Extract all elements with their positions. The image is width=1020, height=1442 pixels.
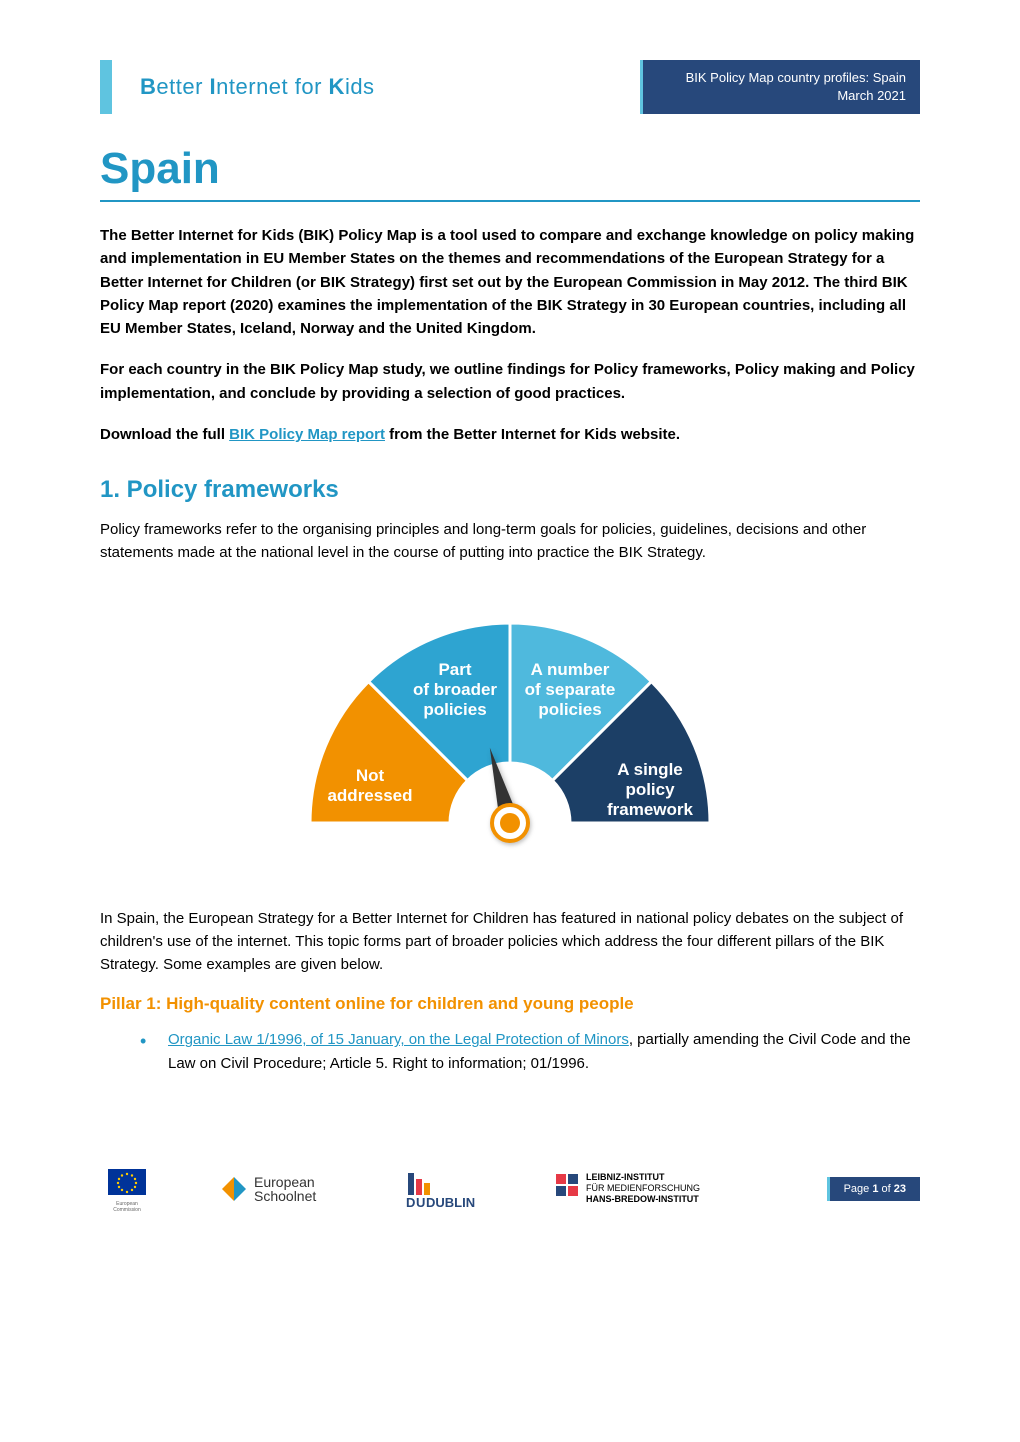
svg-text:policies: policies xyxy=(538,700,601,719)
svg-text:U: U xyxy=(416,1195,425,1209)
brand-text: Better Internet for Kids xyxy=(140,74,375,100)
section-1-heading: 1. Policy frameworks xyxy=(100,476,920,504)
intro-p1: The Better Internet for Kids (BIK) Polic… xyxy=(100,224,920,340)
bik-report-link[interactable]: BIK Policy Map report xyxy=(229,426,385,443)
svg-text:Not: Not xyxy=(356,766,385,785)
page-number: Page 1 of 23 xyxy=(827,1177,920,1201)
svg-text:LEIBNIZ-INSTITUT: LEIBNIZ-INSTITUT xyxy=(586,1172,665,1182)
svg-text:A single: A single xyxy=(617,760,683,779)
intro-block: The Better Internet for Kids (BIK) Polic… xyxy=(100,224,920,446)
svg-text:DUBLIN: DUBLIN xyxy=(426,1195,475,1209)
title-divider xyxy=(100,200,920,202)
svg-text:Part: Part xyxy=(438,660,471,679)
ec-logo: European Commission xyxy=(100,1165,154,1213)
page-header: Better Internet for Kids BIK Policy Map … xyxy=(100,60,920,114)
pillar-1-heading: Pillar 1: High-quality content online fo… xyxy=(100,994,920,1014)
footer-logos: European Commission European Schoolnet D… xyxy=(100,1165,807,1213)
intro-p2: For each country in the BIK Policy Map s… xyxy=(100,358,920,405)
page-footer: European Commission European Schoolnet D… xyxy=(100,1165,920,1213)
section-1-followup: In Spain, the European Strategy for a Be… xyxy=(100,907,920,977)
svg-text:HANS-BREDOW-INSTITUT: HANS-BREDOW-INSTITUT xyxy=(586,1194,699,1204)
svg-text:framework: framework xyxy=(607,800,694,819)
svg-text:of separate: of separate xyxy=(525,680,616,699)
intro-p3: Download the full BIK Policy Map report … xyxy=(100,423,920,446)
svg-text:policy: policy xyxy=(625,780,675,799)
brand-bar: Better Internet for Kids xyxy=(100,60,640,114)
hbi-logo: LEIBNIZ-INSTITUT FÜR MEDIENFORSCHUNG HAN… xyxy=(554,1166,754,1212)
header-meta: BIK Policy Map country profiles: Spain M… xyxy=(640,60,920,114)
pillar-1-item: Organic Law 1/1996, of 15 January, on th… xyxy=(140,1028,920,1075)
pillar-1-list: Organic Law 1/1996, of 15 January, on th… xyxy=(100,1028,920,1075)
svg-text:A number: A number xyxy=(531,660,610,679)
svg-text:Commission: Commission xyxy=(113,1207,141,1213)
section-1-intro: Policy frameworks refer to the organisin… xyxy=(100,518,920,565)
svg-text:addressed: addressed xyxy=(327,786,412,805)
svg-text:of broader: of broader xyxy=(413,680,497,699)
dublin-logo: D U DUBLIN xyxy=(404,1169,494,1209)
svg-text:policies: policies xyxy=(423,700,486,719)
policy-framework-gauge: NotaddressedPartof broaderpoliciesA numb… xyxy=(100,593,920,873)
country-profile-label: BIK Policy Map country profiles: Spain xyxy=(657,69,906,87)
organic-law-link[interactable]: Organic Law 1/1996, of 15 January, on th… xyxy=(168,1031,629,1048)
svg-text:FÜR MEDIENFORSCHUNG: FÜR MEDIENFORSCHUNG xyxy=(586,1183,700,1193)
eun-logo: European Schoolnet xyxy=(214,1169,344,1209)
svg-text:D: D xyxy=(406,1195,415,1209)
report-date: March 2021 xyxy=(657,87,906,105)
page-title: Spain xyxy=(100,144,920,194)
svg-text:Schoolnet: Schoolnet xyxy=(254,1188,316,1204)
